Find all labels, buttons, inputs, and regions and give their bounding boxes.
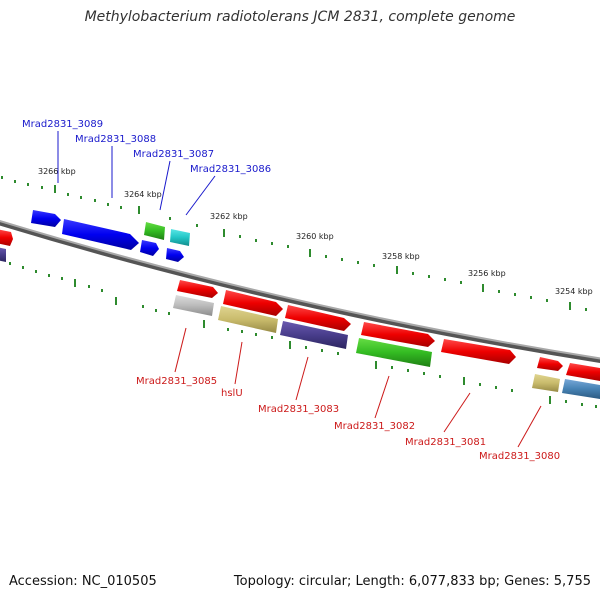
- gene-red-4[interactable]: [361, 322, 435, 347]
- gene-steel-right[interactable]: [562, 379, 600, 399]
- gene-green-small[interactable]: [144, 222, 165, 240]
- leader-mrad2831-3087: [159, 160, 171, 211]
- gene-left-edge-indigo[interactable]: [0, 247, 6, 262]
- gene-mrad2831-3088[interactable]: [62, 219, 139, 250]
- genome-backbone: [0, 220, 600, 363]
- scale-label-3264: 3264 kbp: [124, 190, 162, 199]
- label-mrad2831-3083[interactable]: Mrad2831_3083: [258, 404, 339, 415]
- lower-scale-ticks: [9, 262, 597, 408]
- gene-left-edge-red[interactable]: [0, 229, 13, 246]
- scale-label-3258: 3258 kbp: [382, 252, 420, 261]
- leader-hslu: [234, 341, 243, 385]
- label-mrad2831-3081[interactable]: Mrad2831_3081: [405, 437, 486, 448]
- leader-mrad2831-3081: [443, 392, 471, 433]
- label-mrad2831-3089[interactable]: Mrad2831_3089: [22, 119, 103, 130]
- gene-red-6[interactable]: [537, 357, 563, 371]
- accession-text: Accession: NC_010505: [9, 574, 157, 589]
- gene-indigo-mrad2831-3083[interactable]: [280, 321, 348, 349]
- topology-text: Topology: circular; Length: 6,077,833 bp…: [233, 574, 591, 589]
- scale-label-3260: 3260 kbp: [296, 232, 334, 241]
- gene-mrad2831-3089[interactable]: [31, 210, 61, 227]
- upper-features: [0, 210, 190, 262]
- scale-label-3254: 3254 kbp: [555, 287, 593, 296]
- scale-label-3262: 3262 kbp: [210, 212, 248, 221]
- gene-khaki-hslu[interactable]: [218, 306, 278, 333]
- label-mrad2831-3080[interactable]: Mrad2831_3080: [479, 451, 560, 462]
- gene-cyan-small[interactable]: [170, 229, 190, 246]
- label-mrad2831-3082[interactable]: Mrad2831_3082: [334, 421, 415, 432]
- gene-mrad2831-3087[interactable]: [140, 240, 159, 256]
- gene-red-1[interactable]: [177, 280, 218, 298]
- label-mrad2831-3086[interactable]: Mrad2831_3086: [190, 164, 271, 175]
- lower-features: [173, 280, 600, 399]
- gene-red-7[interactable]: [566, 363, 600, 381]
- label-mrad2831-3085[interactable]: Mrad2831_3085: [136, 376, 217, 387]
- gene-green-mrad2831-3082[interactable]: [356, 338, 432, 367]
- leader-mrad2831-3080: [517, 405, 542, 448]
- scale-label-3256: 3256 kbp: [468, 269, 506, 278]
- leader-mrad2831-3086: [185, 175, 216, 216]
- gene-khaki-mrad2831-3080[interactable]: [532, 374, 560, 392]
- upper-scale-ticks: [1, 176, 587, 311]
- gene-red-5[interactable]: [441, 339, 516, 364]
- label-mrad2831-3087[interactable]: Mrad2831_3087: [133, 149, 214, 160]
- label-mrad2831-3088[interactable]: Mrad2831_3088: [75, 134, 156, 145]
- leader-mrad2831-3085: [174, 327, 187, 373]
- leader-mrad2831-3083: [295, 356, 309, 401]
- leader-mrad2831-3082: [374, 375, 390, 419]
- gene-red-2[interactable]: [223, 290, 283, 316]
- map-title: Methylobacterium radiotolerans JCM 2831,…: [84, 9, 516, 25]
- label-hslu[interactable]: hslU: [221, 388, 243, 399]
- gene-gray-mrad2831-3085[interactable]: [173, 295, 214, 316]
- gene-red-3[interactable]: [285, 305, 351, 331]
- gene-mrad2831-3086[interactable]: [166, 248, 184, 262]
- scale-label-3266: 3266 kbp: [38, 167, 76, 176]
